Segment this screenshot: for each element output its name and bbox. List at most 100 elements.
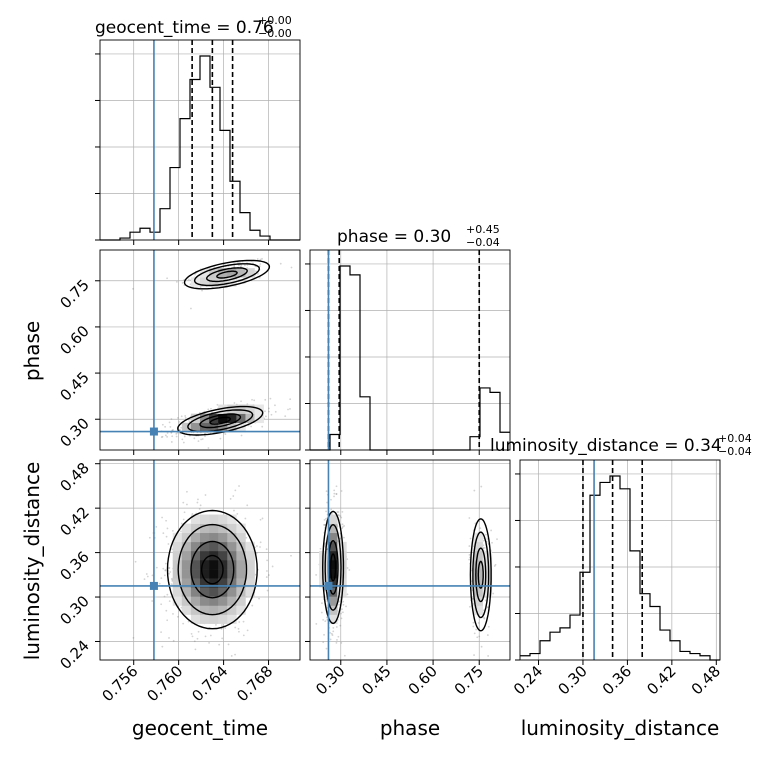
scatter-point [234, 653, 236, 656]
scatter-point [325, 647, 328, 650]
scatter-point [259, 263, 262, 265]
scatter-point [486, 634, 489, 636]
scatter-point [168, 637, 170, 639]
scatter-point [257, 272, 259, 275]
scatter-point [335, 626, 338, 628]
scatter-point [240, 400, 242, 403]
scatter-point [160, 577, 163, 580]
panel-border [99, 249, 301, 451]
scatter-point [234, 626, 237, 629]
density-cell [218, 514, 228, 524]
density-cell [209, 413, 219, 424]
density-cell [200, 569, 210, 579]
scatter-point [238, 621, 241, 623]
scatter-point [198, 508, 201, 510]
scatter-point [259, 258, 262, 261]
scatter-point [483, 616, 485, 619]
scatter-point [323, 545, 326, 548]
density-cell [245, 560, 255, 570]
scatter-point [484, 599, 487, 602]
x-tick-label: 0.764 [188, 662, 231, 705]
scatter-point [330, 632, 333, 635]
scatter-point [492, 592, 495, 595]
scatter-point [170, 583, 173, 585]
scatter-point [182, 518, 185, 521]
density-cell [218, 605, 228, 615]
scatter-point [468, 553, 471, 556]
density-cell [319, 569, 329, 579]
contour-line [187, 409, 254, 433]
scatter-point [238, 264, 240, 267]
scatter-point [315, 574, 318, 576]
scatter-point [146, 575, 149, 578]
density-cell [227, 532, 237, 543]
scatter-point [184, 415, 187, 417]
scatter-point [266, 589, 269, 592]
scatter-point [477, 622, 480, 624]
panel-border [99, 39, 301, 241]
scatter-point [194, 648, 197, 651]
density-cell [328, 587, 338, 597]
scatter-point [171, 435, 174, 438]
density-cell [190, 413, 201, 424]
scatter-point [207, 408, 210, 411]
scatter-point [335, 493, 338, 495]
scatter-point [337, 635, 340, 638]
scatter-point [341, 608, 343, 611]
scatter-point [132, 636, 135, 639]
scatter-point [148, 536, 151, 539]
scatter-point [486, 606, 489, 608]
density-cell [227, 596, 237, 606]
scatter-point [166, 527, 169, 530]
scatter-point [160, 631, 162, 634]
scatter-point [342, 600, 345, 603]
density-cell [328, 523, 338, 534]
scatter-point [494, 563, 497, 566]
scatter-point [331, 634, 334, 636]
panel-hist-phase [305, 249, 511, 455]
scatter-point [321, 602, 323, 605]
density-cell [209, 541, 219, 552]
density-cell [236, 404, 246, 414]
scatter-point [215, 624, 217, 626]
scatter-point [274, 404, 276, 407]
density-cell [190, 550, 201, 561]
scatter-point [323, 524, 326, 526]
density-cell [172, 560, 183, 570]
contour-line [190, 540, 235, 599]
scatter-point [335, 493, 338, 495]
title-phase-minus: −0.04 [466, 236, 500, 249]
scatter-point [468, 517, 471, 519]
density-cell [328, 614, 338, 624]
scatter-point [333, 492, 336, 495]
scatter-point [255, 270, 257, 273]
x-tick-label: 0.75 [451, 662, 487, 698]
scatter-point [332, 626, 335, 629]
density-cell [337, 569, 347, 579]
density-cell [236, 413, 246, 424]
density-cell [236, 523, 246, 534]
density-cell [181, 605, 192, 615]
scatter-point [290, 266, 293, 269]
panel-hist-luminosity-distance: 0.24 0.30 0.36 0.42 0.48 [510, 459, 724, 698]
density-cell [218, 422, 228, 433]
scatter-point [175, 432, 178, 435]
scatter-point [191, 635, 194, 638]
density-cell [482, 578, 493, 588]
scatter-point [480, 645, 483, 648]
scatter-point [181, 282, 184, 284]
density-cell [473, 560, 484, 570]
scatter-point [233, 402, 236, 404]
scatter-point [256, 258, 259, 260]
scatter-point [289, 398, 292, 401]
scatter-point [343, 654, 346, 657]
density-cell [190, 605, 201, 615]
x-axis-label-geocent-time: geocent_time [132, 716, 268, 740]
scatter-point [240, 264, 243, 267]
contour-line [209, 416, 231, 425]
scatter-point [326, 616, 328, 619]
scatter-point [180, 530, 182, 533]
y-tick-label: 0.30 [56, 414, 92, 450]
scatter-point [337, 511, 340, 513]
scatter-point [265, 576, 268, 578]
